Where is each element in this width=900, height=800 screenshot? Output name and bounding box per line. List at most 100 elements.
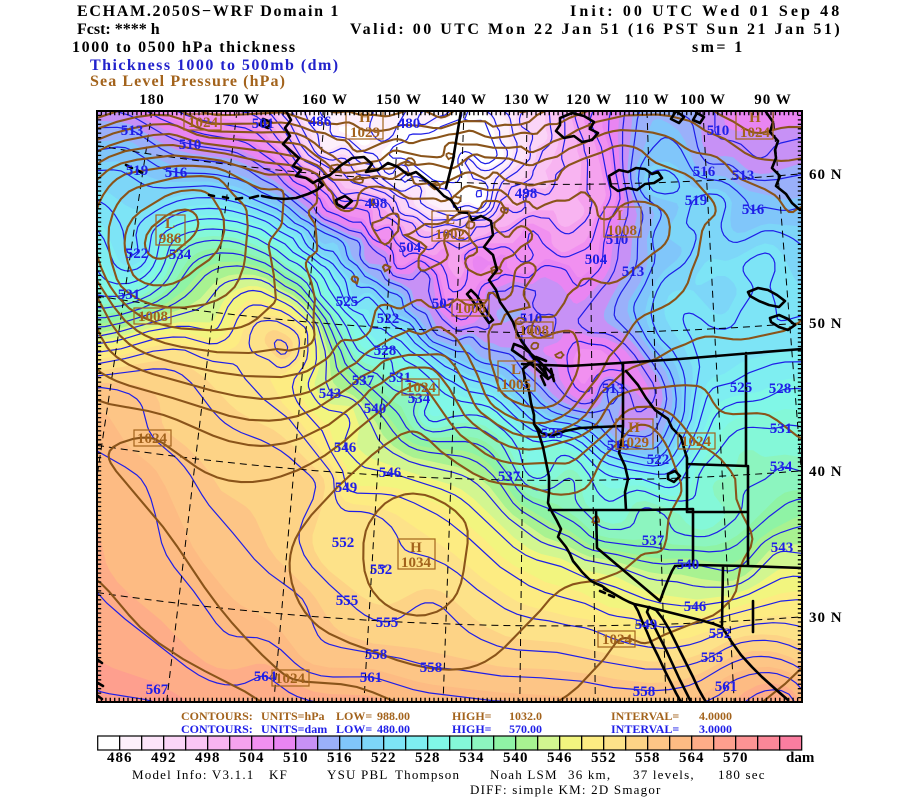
svg-text:501: 501: [252, 116, 275, 132]
svg-text:1024: 1024: [406, 380, 437, 396]
svg-text:37 levels,: 37 levels,: [633, 767, 695, 782]
svg-text:498: 498: [195, 750, 221, 766]
svg-text:130 W: 130 W: [504, 92, 550, 108]
svg-text:YSU PBL: YSU PBL: [327, 767, 389, 782]
svg-text:160 W: 160 W: [302, 92, 348, 108]
svg-text:Thompson: Thompson: [395, 767, 460, 782]
svg-text:36 km,: 36 km,: [568, 767, 611, 782]
svg-text:549: 549: [335, 480, 358, 496]
svg-text:1024: 1024: [740, 125, 771, 141]
svg-text:519: 519: [126, 163, 149, 179]
svg-text:CONTOURS:: CONTOURS:: [181, 709, 253, 723]
svg-text:537: 537: [498, 469, 521, 485]
svg-text:564: 564: [254, 669, 277, 685]
svg-text:543: 543: [771, 540, 794, 556]
svg-text:150 W: 150 W: [376, 92, 422, 108]
svg-text:546: 546: [684, 599, 707, 615]
svg-text:498: 498: [515, 186, 538, 202]
svg-text:Noah LSM: Noah LSM: [490, 767, 558, 782]
svg-text:549: 549: [635, 617, 658, 633]
svg-text:522: 522: [647, 452, 670, 468]
svg-text:498: 498: [365, 196, 388, 212]
svg-text:525: 525: [541, 426, 564, 442]
svg-text:552: 552: [709, 626, 732, 642]
svg-text:516: 516: [607, 438, 630, 454]
svg-text:110 W: 110 W: [624, 92, 669, 108]
svg-text:Model Info: V3.1.1: Model Info: V3.1.1: [132, 767, 254, 782]
svg-text:170 W: 170 W: [214, 92, 260, 108]
svg-text:1008: 1008: [607, 223, 637, 239]
svg-text:546: 546: [379, 465, 402, 481]
svg-text:1002: 1002: [435, 227, 465, 243]
svg-text:570.00: 570.00: [509, 722, 542, 736]
svg-text:516: 516: [693, 164, 716, 180]
svg-text:510: 510: [283, 750, 309, 766]
svg-text:534: 534: [169, 247, 192, 263]
svg-text:522: 522: [126, 246, 149, 262]
svg-text:558: 558: [365, 647, 388, 663]
svg-text:60 N: 60 N: [809, 167, 843, 183]
svg-text:1034: 1034: [401, 555, 432, 571]
svg-text:90 W: 90 W: [754, 92, 791, 108]
svg-text:LOW=: LOW=: [336, 709, 372, 723]
svg-text:3.0000: 3.0000: [699, 722, 732, 736]
svg-text:1008: 1008: [456, 301, 486, 317]
svg-text:1008: 1008: [138, 309, 168, 325]
svg-text:558: 558: [635, 750, 661, 766]
svg-text:120 W: 120 W: [566, 92, 612, 108]
svg-text:510: 510: [707, 123, 730, 139]
svg-text:528: 528: [374, 343, 397, 359]
svg-text:516: 516: [742, 202, 765, 218]
svg-text:492: 492: [151, 750, 177, 766]
svg-text:537: 537: [352, 373, 375, 389]
svg-text:522: 522: [377, 311, 400, 327]
svg-text:528: 528: [415, 750, 441, 766]
svg-text:534: 534: [770, 459, 793, 475]
svg-text:986: 986: [159, 231, 182, 247]
svg-text:552: 552: [370, 562, 393, 578]
svg-text:L: L: [617, 208, 627, 224]
svg-text:510: 510: [606, 232, 629, 248]
svg-text:516: 516: [327, 750, 353, 766]
svg-text:561: 561: [715, 679, 738, 695]
svg-text:140 W: 140 W: [441, 92, 487, 108]
svg-text:516: 516: [165, 165, 188, 181]
svg-text:1024: 1024: [188, 115, 219, 131]
svg-text:531: 531: [770, 421, 793, 437]
svg-text:100 W: 100 W: [680, 92, 726, 108]
svg-text:H: H: [410, 540, 422, 556]
svg-text:1024: 1024: [602, 632, 633, 648]
svg-text:180: 180: [139, 92, 165, 108]
svg-text:540: 540: [677, 557, 700, 573]
svg-text:1029: 1029: [619, 435, 649, 451]
svg-text:543: 543: [319, 386, 342, 402]
svg-text:UNITS=dam: UNITS=dam: [261, 722, 327, 736]
svg-text:1029: 1029: [350, 125, 380, 141]
svg-text:504: 504: [399, 240, 422, 256]
svg-text:555: 555: [376, 615, 399, 631]
svg-text:30 N: 30 N: [809, 610, 843, 626]
svg-text:552: 552: [332, 535, 355, 551]
svg-text:180 sec: 180 sec: [718, 767, 766, 782]
svg-text:564: 564: [679, 750, 705, 766]
svg-text:HIGH=: HIGH=: [452, 709, 492, 723]
svg-text:510: 510: [520, 311, 543, 327]
svg-text:H: H: [628, 420, 640, 436]
svg-text:L: L: [511, 362, 521, 378]
svg-text:519: 519: [685, 193, 708, 209]
svg-text:558: 558: [633, 684, 656, 700]
svg-text:L: L: [165, 216, 175, 232]
svg-text:KF: KF: [269, 767, 288, 782]
svg-text:546: 546: [547, 750, 573, 766]
svg-text:50 N: 50 N: [809, 316, 843, 332]
svg-text:558: 558: [420, 660, 443, 676]
svg-text:537: 537: [642, 533, 665, 549]
svg-text:561: 561: [360, 670, 383, 686]
svg-text:567: 567: [146, 682, 169, 698]
svg-text:480.00: 480.00: [377, 722, 410, 736]
svg-text:507: 507: [432, 296, 455, 312]
svg-text:INTERVAL=: INTERVAL=: [611, 709, 679, 723]
svg-text:504: 504: [585, 252, 608, 268]
svg-text:510: 510: [179, 137, 202, 153]
svg-text:504: 504: [239, 750, 265, 766]
